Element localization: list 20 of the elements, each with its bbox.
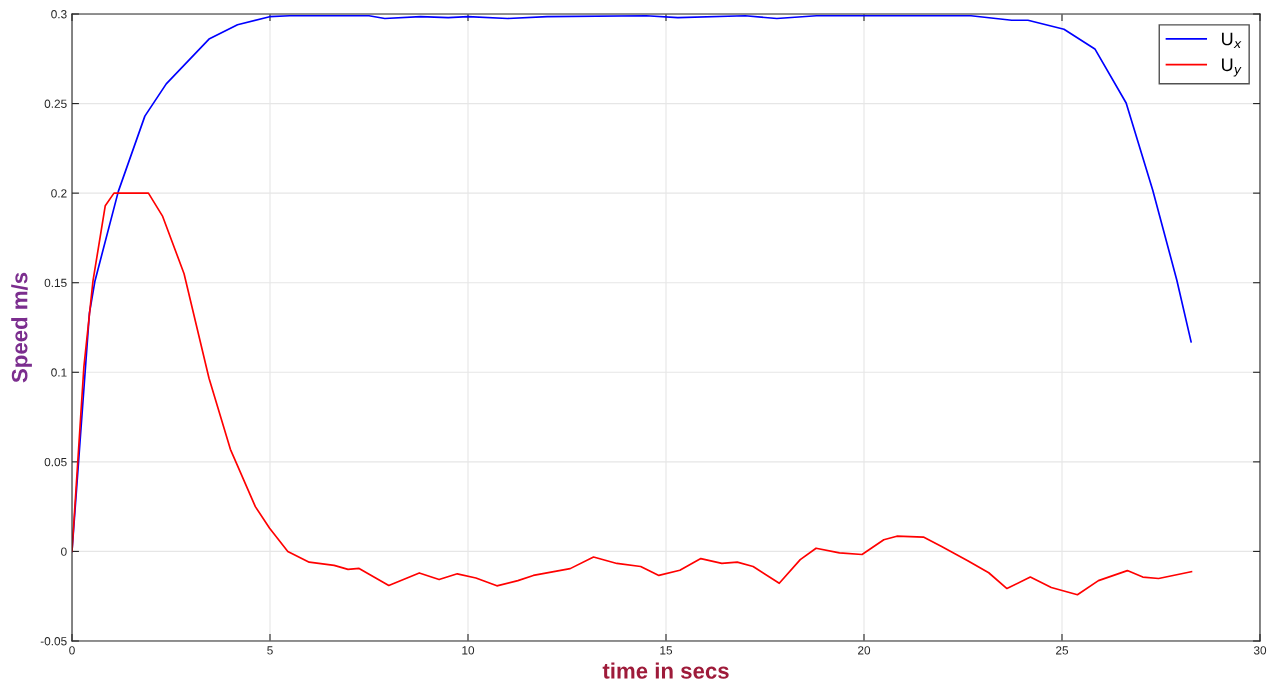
y-tick-label: -0.05	[40, 637, 67, 646]
x-tick-label: 0	[69, 646, 75, 655]
legend-label: U$_{y}$	[1222, 58, 1242, 77]
x-tick-label: 25	[1056, 646, 1069, 655]
x-tick-label: 10	[462, 646, 475, 655]
y-tick-label: 0.05	[44, 457, 67, 467]
y-tick-label: 0.2	[51, 189, 67, 198]
x-tick-label: 20	[858, 646, 871, 655]
y-tick-label: 0.1	[51, 368, 67, 377]
x-tick-label: 15	[660, 646, 673, 655]
y-tick-label: 0	[61, 547, 67, 556]
y-tick-label: 0.25	[44, 99, 67, 108]
x-tick-label: 30	[1253, 646, 1267, 655]
legend-label: U$_{x}$	[1222, 32, 1242, 49]
y-tick-label: 0.3	[51, 10, 67, 19]
x-tick-label: 5	[267, 646, 273, 655]
line-series	[72, 192, 1193, 596]
y-tick-label: 0.15	[44, 278, 67, 288]
y-axis-title: Speed m/s	[11, 272, 32, 383]
x-axis-title: time in secs	[602, 662, 729, 679]
